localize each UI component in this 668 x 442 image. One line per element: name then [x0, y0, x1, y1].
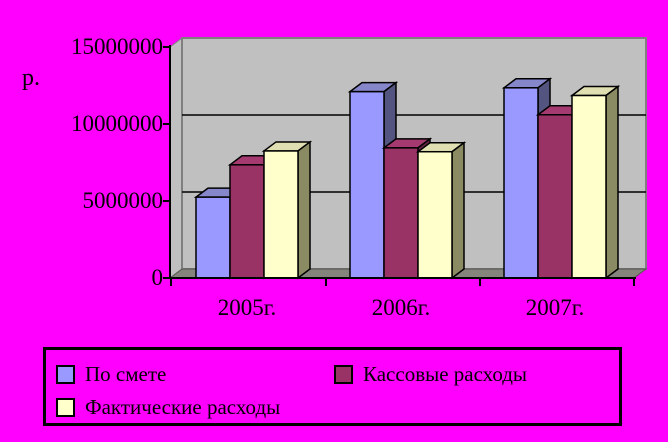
legend-label-series1: По смете	[85, 362, 167, 386]
legend-item-series3: Фактические расходы	[56, 395, 280, 419]
legend-item-series1: По смете	[56, 362, 166, 386]
y-tick-label-10000000: 10000000	[71, 111, 163, 136]
x-axis-label-2007: 2007г.	[525, 295, 585, 320]
bar-2005-s1	[195, 196, 231, 279]
y-tick-label-15000000: 15000000	[71, 34, 163, 59]
bar-2006-s1	[349, 90, 385, 279]
legend-marker-series3-icon	[56, 397, 75, 417]
bar-side-2005-s3	[297, 140, 311, 280]
bar-2007-s2	[537, 114, 573, 279]
bar-2005-s2	[229, 164, 265, 279]
legend-marker-series2-icon	[334, 364, 353, 384]
y-tick-label-0: 0	[151, 265, 164, 290]
bar-side-2006-s3	[451, 141, 465, 280]
x-axis-label-2006: 2006г.	[371, 295, 431, 320]
bar-2007-s1	[503, 87, 539, 279]
x-axis-label-2005: 2005г.	[217, 295, 277, 320]
chart-legend: По смете Кассовые расходы Фактические ра…	[43, 347, 622, 426]
bar-2006-s2	[383, 147, 419, 279]
bar-side-2007-s3	[605, 85, 619, 280]
bar-2005-s3	[263, 150, 299, 279]
bar-2006-s3	[417, 150, 453, 279]
y-tick-label-5000000: 5000000	[82, 188, 164, 213]
side-wall	[169, 37, 183, 279]
legend-item-series2: Кассовые расходы	[334, 362, 527, 386]
y-axis-title: р.	[22, 65, 40, 91]
bar-2007-s3	[571, 94, 607, 279]
legend-marker-series1-icon	[56, 364, 75, 384]
legend-label-series3: Фактические расходы	[85, 395, 281, 419]
legend-label-series2: Кассовые расходы	[363, 362, 528, 386]
